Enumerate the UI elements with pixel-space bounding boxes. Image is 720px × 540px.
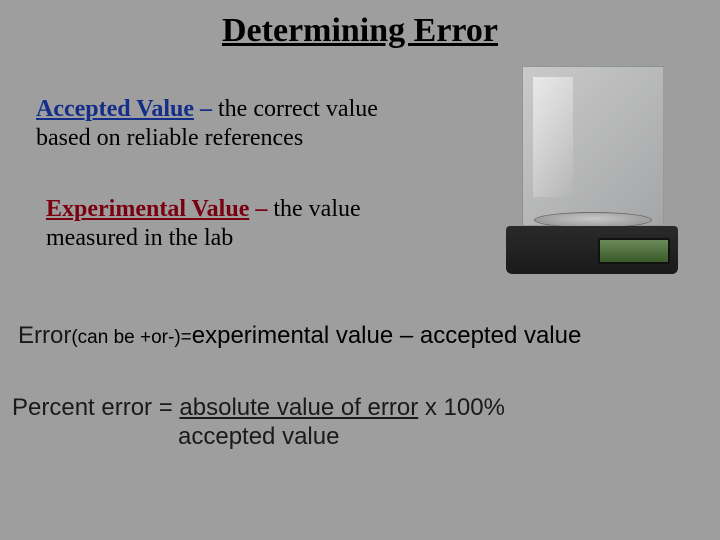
- accepted-value-definition: Accepted Value – the correct value based…: [36, 95, 378, 153]
- experimental-value-definition: Experimental Value – the value measured …: [46, 195, 361, 253]
- scale-display-icon: [598, 238, 670, 264]
- percent-denominator: accepted value: [12, 423, 505, 452]
- experimental-value-term: Experimental Value: [46, 196, 249, 222]
- error-lead: Error: [18, 322, 71, 349]
- experimental-line2: measured in the lab: [46, 225, 233, 251]
- percent-after: x 100%: [418, 394, 505, 421]
- accepted-rest: the correct value: [218, 96, 378, 122]
- error-rest: experimental value – accepted value: [192, 322, 582, 349]
- error-paren: (can be +or-)=: [71, 327, 191, 348]
- draft-shield-icon: [522, 66, 664, 226]
- percent-lead: Percent error =: [12, 394, 179, 421]
- experimental-dash: –: [249, 196, 273, 222]
- experimental-rest: the value: [273, 196, 360, 222]
- percent-error-formula: Percent error = absolute value of error …: [12, 394, 505, 452]
- accepted-value-term: Accepted Value: [36, 96, 194, 122]
- accepted-dash: –: [194, 96, 218, 122]
- error-formula: Error(can be +or-)=experimental value – …: [18, 322, 581, 351]
- accepted-line2: based on reliable references: [36, 125, 303, 151]
- balance-scale-image: [492, 56, 692, 274]
- page-title: Determining Error: [0, 12, 720, 50]
- percent-numerator: absolute value of error: [179, 394, 418, 421]
